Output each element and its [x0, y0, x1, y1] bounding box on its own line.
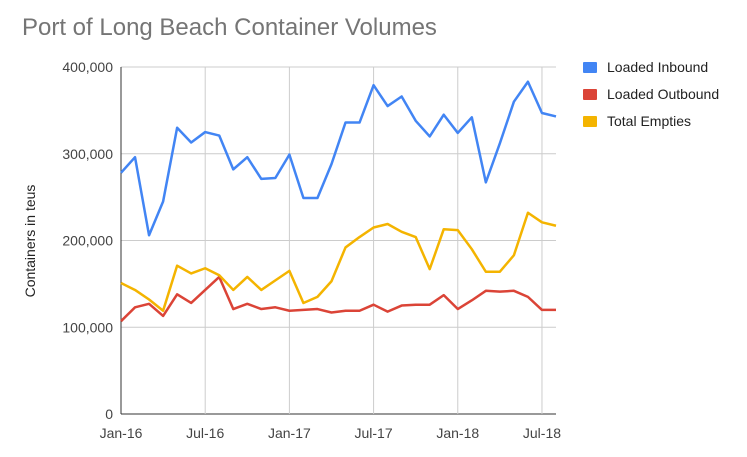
x-tick-label: Jul-17 [355, 425, 393, 441]
legend-label: Loaded Inbound [607, 59, 708, 75]
series-line-loaded-outbound [120, 275, 556, 323]
legend-swatch [583, 116, 597, 127]
axes: 0 100,000 200,000 300,000 400,000 Jan-16 Jul-1… [62, 59, 561, 441]
legend-swatch [583, 62, 597, 73]
y-tick-label: 200,000 [62, 233, 113, 249]
legend-label: Total Empties [607, 113, 691, 129]
y-tick-label: 300,000 [62, 146, 113, 162]
chart-title: Port of Long Beach Container Volumes [22, 14, 437, 41]
y-tick-label: 400,000 [62, 59, 113, 75]
series-line-total-empties [120, 211, 557, 313]
series-line-loaded-inbound [120, 80, 557, 237]
y-tick-label: 100,000 [62, 319, 113, 335]
y-tick-label: 0 [105, 406, 113, 422]
x-tick-label: Jul-16 [186, 425, 224, 441]
legend-swatch [583, 89, 597, 100]
series-lines [120, 80, 557, 323]
x-tick-label: Jan-17 [268, 425, 311, 441]
legend-label: Loaded Outbound [607, 86, 719, 102]
gridlines [121, 66, 556, 415]
y-axis-title: Containers in teus [22, 185, 38, 298]
x-tick-label: Jul-18 [523, 425, 561, 441]
x-tick-label: Jan-18 [436, 425, 479, 441]
legend: Loaded Inbound Loaded Outbound Total Empti… [583, 59, 719, 129]
x-tick-label: Jan-16 [100, 425, 143, 441]
